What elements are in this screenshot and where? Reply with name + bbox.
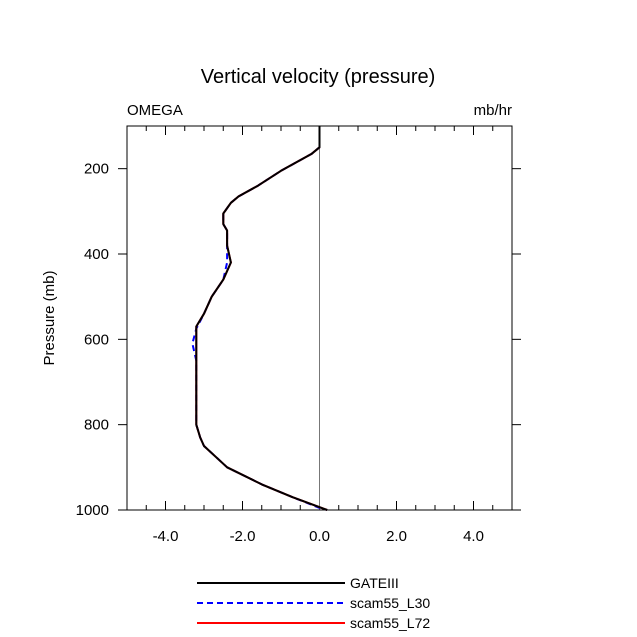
plot-area (191, 126, 328, 511)
x-tick-label: 2.0 (386, 528, 407, 545)
units-label: mb/hr (474, 102, 512, 119)
y-tick-label: 1000 (76, 502, 109, 519)
x-tick-label: 0.0 (309, 528, 330, 545)
variable-label: OMEGA (127, 102, 183, 119)
x-tick-label: 4.0 (463, 528, 484, 545)
y-tick-label: 600 (84, 331, 109, 348)
y-tick-label: 400 (84, 246, 109, 263)
ticks-layer: -4.0 -2.0 0.0 2.0 4.0 200 400 600 800 1000 (76, 126, 521, 545)
y-axis-label: Pressure (mb) (41, 270, 58, 365)
plot-frame (126, 125, 513, 511)
legend-label: scam55_L72 (350, 615, 430, 631)
legend: GATEIII scam55_L30 scam55_L72 (197, 575, 430, 631)
chart-title: Vertical velocity (pressure) (201, 66, 436, 88)
series-line-gateiii (195, 126, 328, 511)
legend-label: GATEIII (350, 575, 399, 591)
x-tick-label: -4.0 (153, 528, 179, 545)
legend-label: scam55_L30 (350, 595, 430, 611)
y-tick-label: 800 (84, 417, 109, 434)
x-tick-label: -2.0 (230, 528, 256, 545)
y-tick-label: 200 (84, 161, 109, 178)
